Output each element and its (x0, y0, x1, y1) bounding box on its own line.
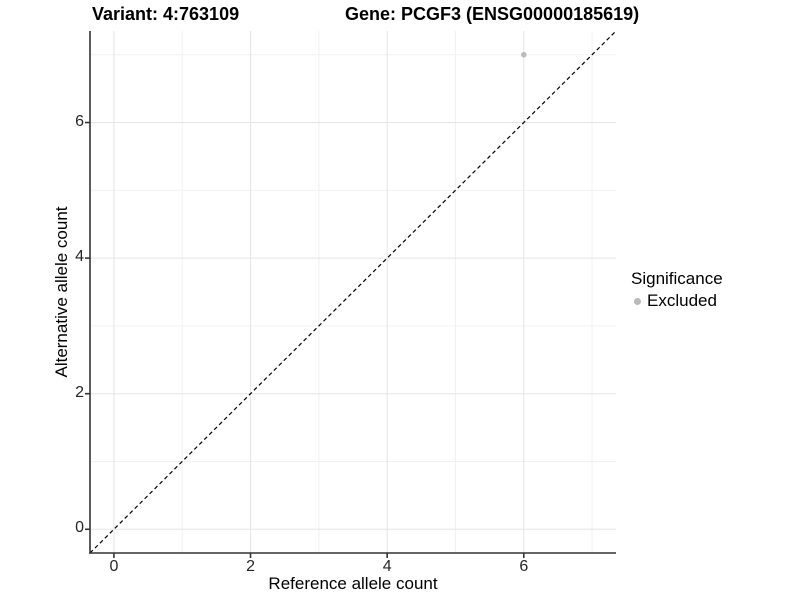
x-tick-label: 0 (109, 558, 119, 575)
legend: Significance Excluded (631, 269, 723, 311)
y-tick-label: 6 (75, 112, 84, 130)
y-tick-label: 4 (75, 248, 84, 266)
y-tick-label: 0 (75, 519, 84, 537)
legend-entry-label: Excluded (647, 291, 717, 310)
x-tick-label: 2 (246, 558, 255, 575)
data-point-excluded (520, 51, 527, 58)
y-tick-label: 2 (75, 383, 84, 401)
plot-title-gene: Gene: PCGF3 (ENSG00000185619) (345, 4, 640, 24)
legend-title: Significance (631, 269, 723, 288)
x-tick-label: 4 (382, 558, 392, 575)
excluded-marker-icon (634, 297, 641, 305)
legend-entry-excluded: Excluded (631, 291, 723, 311)
x-axis-label: Reference allele count (268, 574, 438, 593)
plot-title-variant: Variant: 4:763109 (92, 4, 240, 24)
x-tick-label: 6 (519, 558, 529, 575)
identity-line (89, 30, 617, 554)
y-axis-label: Alternative allele count (52, 206, 71, 378)
